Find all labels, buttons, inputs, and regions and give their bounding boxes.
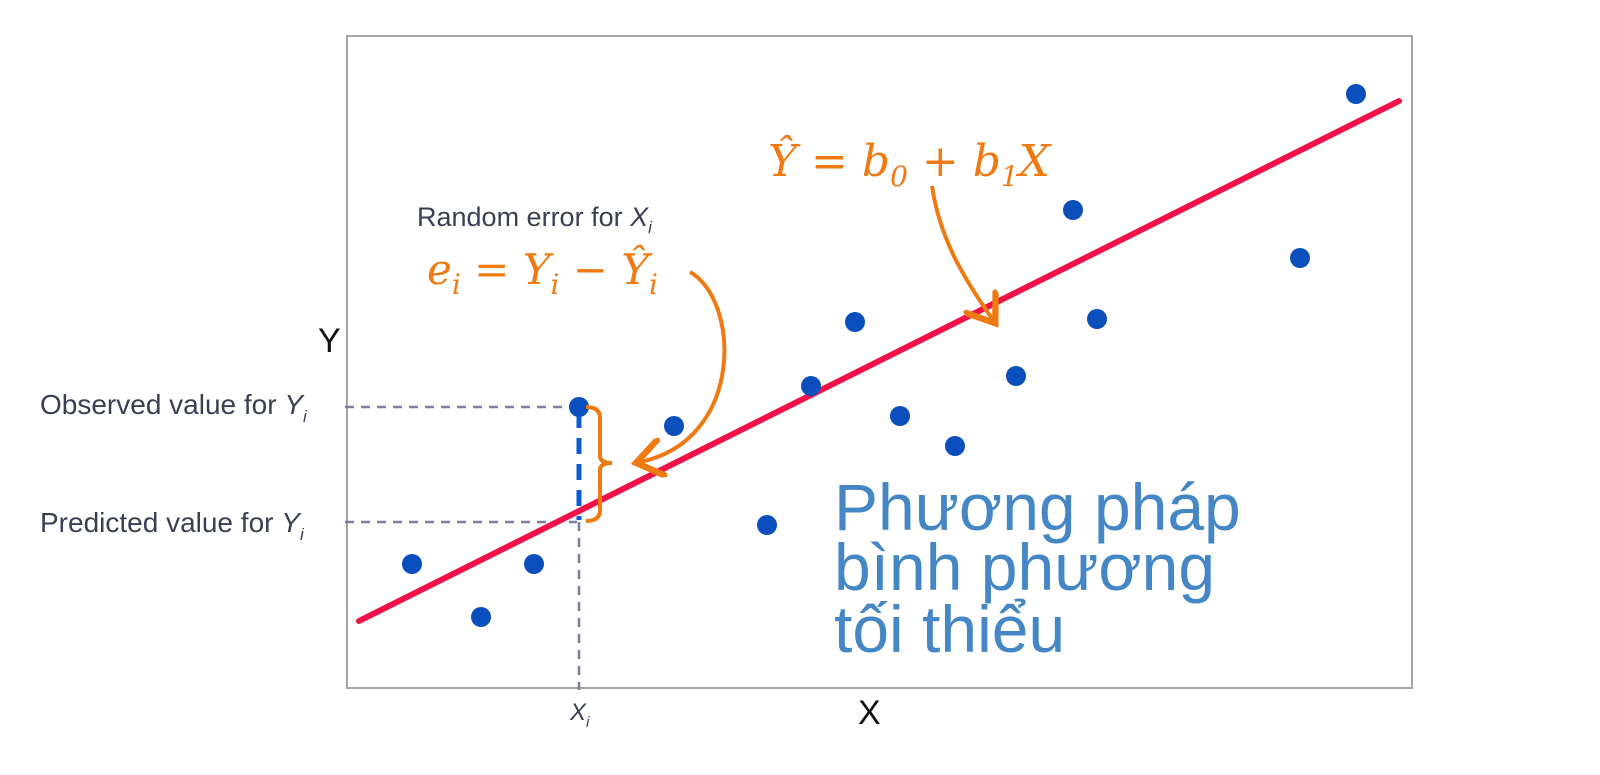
error-arrow (640, 270, 727, 462)
data-point (801, 376, 821, 396)
random-error-prefix: Random error for (417, 202, 630, 232)
data-point (945, 436, 965, 456)
data-point (664, 416, 684, 436)
random-error-label: Random error for Xi (417, 202, 653, 237)
xi-tick-label: Xi (569, 699, 590, 731)
data-points (402, 84, 1366, 627)
observed-var: Y (284, 389, 305, 420)
observed-value-label: Observed value for Yi (40, 389, 308, 426)
x-axis-label: X (858, 694, 881, 732)
yhat-sub: i (649, 268, 658, 301)
sub-1: 1 (1001, 160, 1019, 193)
eq-plus-b1: + b (908, 136, 1001, 187)
e-symbol: e (427, 245, 452, 294)
eq-y: = Y (461, 245, 555, 294)
sub-0: 0 (890, 160, 908, 193)
predicted-sub: i (300, 525, 305, 544)
xi-var: X (569, 699, 587, 726)
residual-brace (585, 405, 613, 523)
data-point (1063, 200, 1083, 220)
title-line-3: tối thiểu (834, 592, 1065, 666)
title-line-1: Phương pháp (834, 470, 1241, 544)
plot-frame (346, 35, 1413, 689)
eq-x: X (1016, 136, 1052, 187)
regression-arrow (930, 185, 993, 320)
eq-b0: = b (797, 136, 890, 187)
predicted-prefix: Predicted value for (40, 507, 281, 538)
data-point (845, 312, 865, 332)
y-axis-label: Y (318, 322, 341, 360)
data-point (402, 554, 422, 574)
random-error-var: X (629, 202, 649, 232)
data-point (569, 397, 589, 417)
data-point (890, 406, 910, 426)
minus-yhat: − Ŷ (559, 244, 653, 294)
predicted-value-label: Predicted value for Yi (40, 507, 305, 544)
random-error-sub: i (648, 218, 653, 237)
regression-line (356, 98, 1402, 624)
observed-prefix: Observed value for (40, 389, 284, 420)
data-point (1346, 84, 1366, 104)
data-point (1087, 309, 1107, 329)
data-point (757, 515, 777, 535)
y-sub: i (550, 268, 559, 301)
regression-equation: Ŷ = b0 + b1X (768, 134, 1052, 193)
observed-sub: i (303, 407, 308, 426)
predicted-var: Y (281, 507, 302, 538)
data-point (1290, 248, 1310, 268)
xi-sub: i (586, 714, 590, 731)
data-point (1006, 366, 1026, 386)
title-line-2: bình phương (834, 530, 1215, 604)
error-equation: ei = Yi − Ŷi (427, 244, 658, 301)
data-point (524, 554, 544, 574)
yhat-symbol: Ŷ (768, 134, 801, 187)
e-sub: i (452, 268, 461, 301)
data-point (471, 607, 491, 627)
